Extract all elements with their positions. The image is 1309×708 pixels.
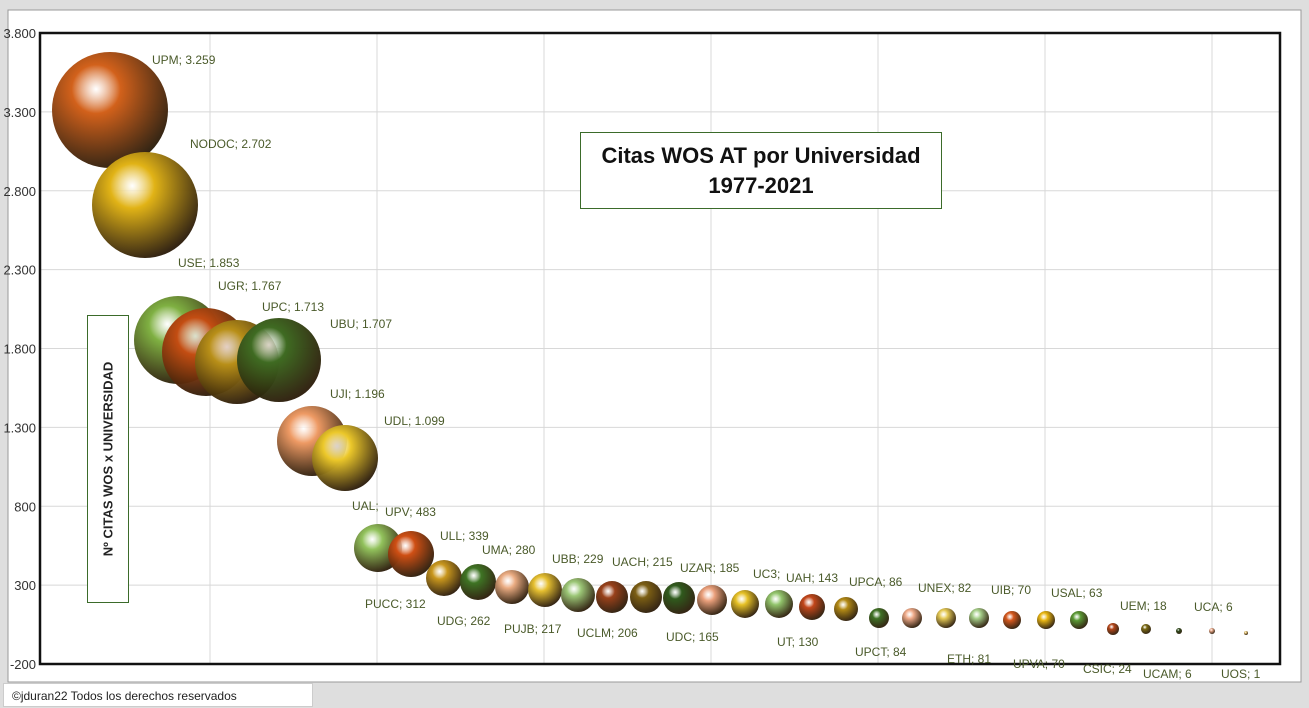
bubble-uah: [834, 597, 858, 621]
data-label: NODOC; 2.702: [190, 137, 272, 151]
bubbles: [52, 52, 1248, 635]
y-tick-label: 800: [14, 499, 36, 514]
bubble-udg: [561, 578, 595, 612]
bubble-upct: [869, 608, 889, 628]
data-label: UOS; 1: [1221, 667, 1261, 681]
data-label: UPVA; 70: [1013, 657, 1065, 671]
bubble-pucc: [426, 560, 462, 596]
bubble-uma: [495, 570, 529, 604]
data-label: UGR; 1.767: [218, 279, 282, 293]
bubble-usal: [1070, 611, 1088, 629]
data-label: PUCC; 312: [365, 597, 426, 611]
data-label: UAL;: [352, 499, 379, 513]
y-axis-label: Nº CITAS WOS x UNIVERSIDAD: [100, 361, 116, 557]
data-label: UAH; 143: [786, 571, 838, 585]
bubble-udc: [697, 585, 727, 615]
data-label: UNEX; 82: [918, 581, 972, 595]
bubble-upv: [388, 531, 434, 577]
bubble-upm: [52, 52, 168, 168]
data-label: UPM; 3.259: [152, 53, 216, 67]
bubble-uzar: [731, 590, 759, 618]
data-label: UIB; 70: [991, 583, 1031, 597]
chart-title-line-1: Citas WOS AT por Universidad: [601, 142, 921, 168]
bubble-uem: [1141, 624, 1151, 634]
data-label: UZAR; 185: [680, 561, 740, 575]
bubble-uc3: [765, 590, 793, 618]
data-label: UBU; 1.707: [330, 317, 392, 331]
bubble-ull: [460, 564, 496, 600]
plot-border: [38, 31, 1282, 666]
chart-title-line-2: 1977-2021: [708, 172, 814, 198]
data-label: UPC; 1.713: [262, 300, 324, 314]
data-label: CSIC; 24: [1083, 662, 1132, 676]
data-label: UDL; 1.099: [384, 414, 445, 428]
y-axis-label-box: Nº CITAS WOS x UNIVERSIDAD: [87, 315, 129, 603]
bubble-ubb: [596, 581, 628, 613]
data-label: UCAM; 6: [1143, 667, 1192, 681]
data-label: UDC; 165: [666, 630, 719, 644]
bubble-upva: [1037, 611, 1055, 629]
y-tick-label: 2.800: [3, 184, 36, 199]
bubble-pujb: [528, 573, 562, 607]
chart-title: Citas WOS AT por Universidad 1977-2021: [580, 132, 942, 209]
bubble-ucam: [1176, 628, 1182, 634]
y-tick-label: 3.300: [3, 105, 36, 120]
data-label: UACH; 215: [612, 555, 673, 569]
data-label: PUJB; 217: [504, 622, 562, 636]
bubble-uos: [1244, 631, 1248, 635]
bubble-labels: UPM; 3.259 NODOC; 2.702 USE; 1.853 UGR; 1.7…: [152, 53, 1261, 681]
bubble-uach: [663, 582, 695, 614]
data-label: UPCA; 86: [849, 575, 903, 589]
y-tick-label: -200: [10, 657, 36, 672]
bubble-ut: [799, 594, 825, 620]
data-label: UMA; 280: [482, 543, 536, 557]
y-tick-label: 2.300: [3, 263, 36, 278]
copyright-notice: ©jduran22 Todos los derechos reservados: [3, 683, 313, 707]
data-label: UPV; 483: [385, 505, 436, 519]
data-label: UJI; 1.196: [330, 387, 385, 401]
data-label: USAL; 63: [1051, 586, 1103, 600]
data-label: UEM; 18: [1120, 599, 1167, 613]
bubble-uib: [1003, 611, 1021, 629]
data-label: USE; 1.853: [178, 256, 240, 270]
data-label: UCLM; 206: [577, 626, 638, 640]
bubble-udl: [312, 425, 378, 491]
data-label: ULL; 339: [440, 529, 489, 543]
y-tick-label: 3.800: [3, 26, 36, 41]
y-tick-label: 1.300: [3, 420, 36, 435]
bubble-uclm: [630, 581, 662, 613]
y-tick-label: 1.800: [3, 342, 36, 357]
bubble-uca: [1209, 628, 1215, 634]
bubble-csic: [1107, 623, 1119, 635]
data-label: UDG; 262: [437, 614, 491, 628]
bubble-eth: [936, 608, 956, 628]
bubble-nodoc: [92, 152, 198, 258]
data-label: UCA; 6: [1194, 600, 1233, 614]
data-label: UT; 130: [777, 635, 819, 649]
bubble-ubu: [237, 318, 321, 402]
y-axis-ticks: 3.800 3.300 2.800 2.300 1.800 1.300 800 300 -200: [3, 26, 36, 672]
bubble-upca: [902, 608, 922, 628]
data-label: UBB; 229: [552, 552, 604, 566]
data-label: UPCT; 84: [855, 645, 907, 659]
data-label: ETH; 81: [947, 652, 991, 666]
data-label: UC3;: [753, 567, 780, 581]
y-tick-label: 300: [14, 578, 36, 593]
bubble-unex: [969, 608, 989, 628]
